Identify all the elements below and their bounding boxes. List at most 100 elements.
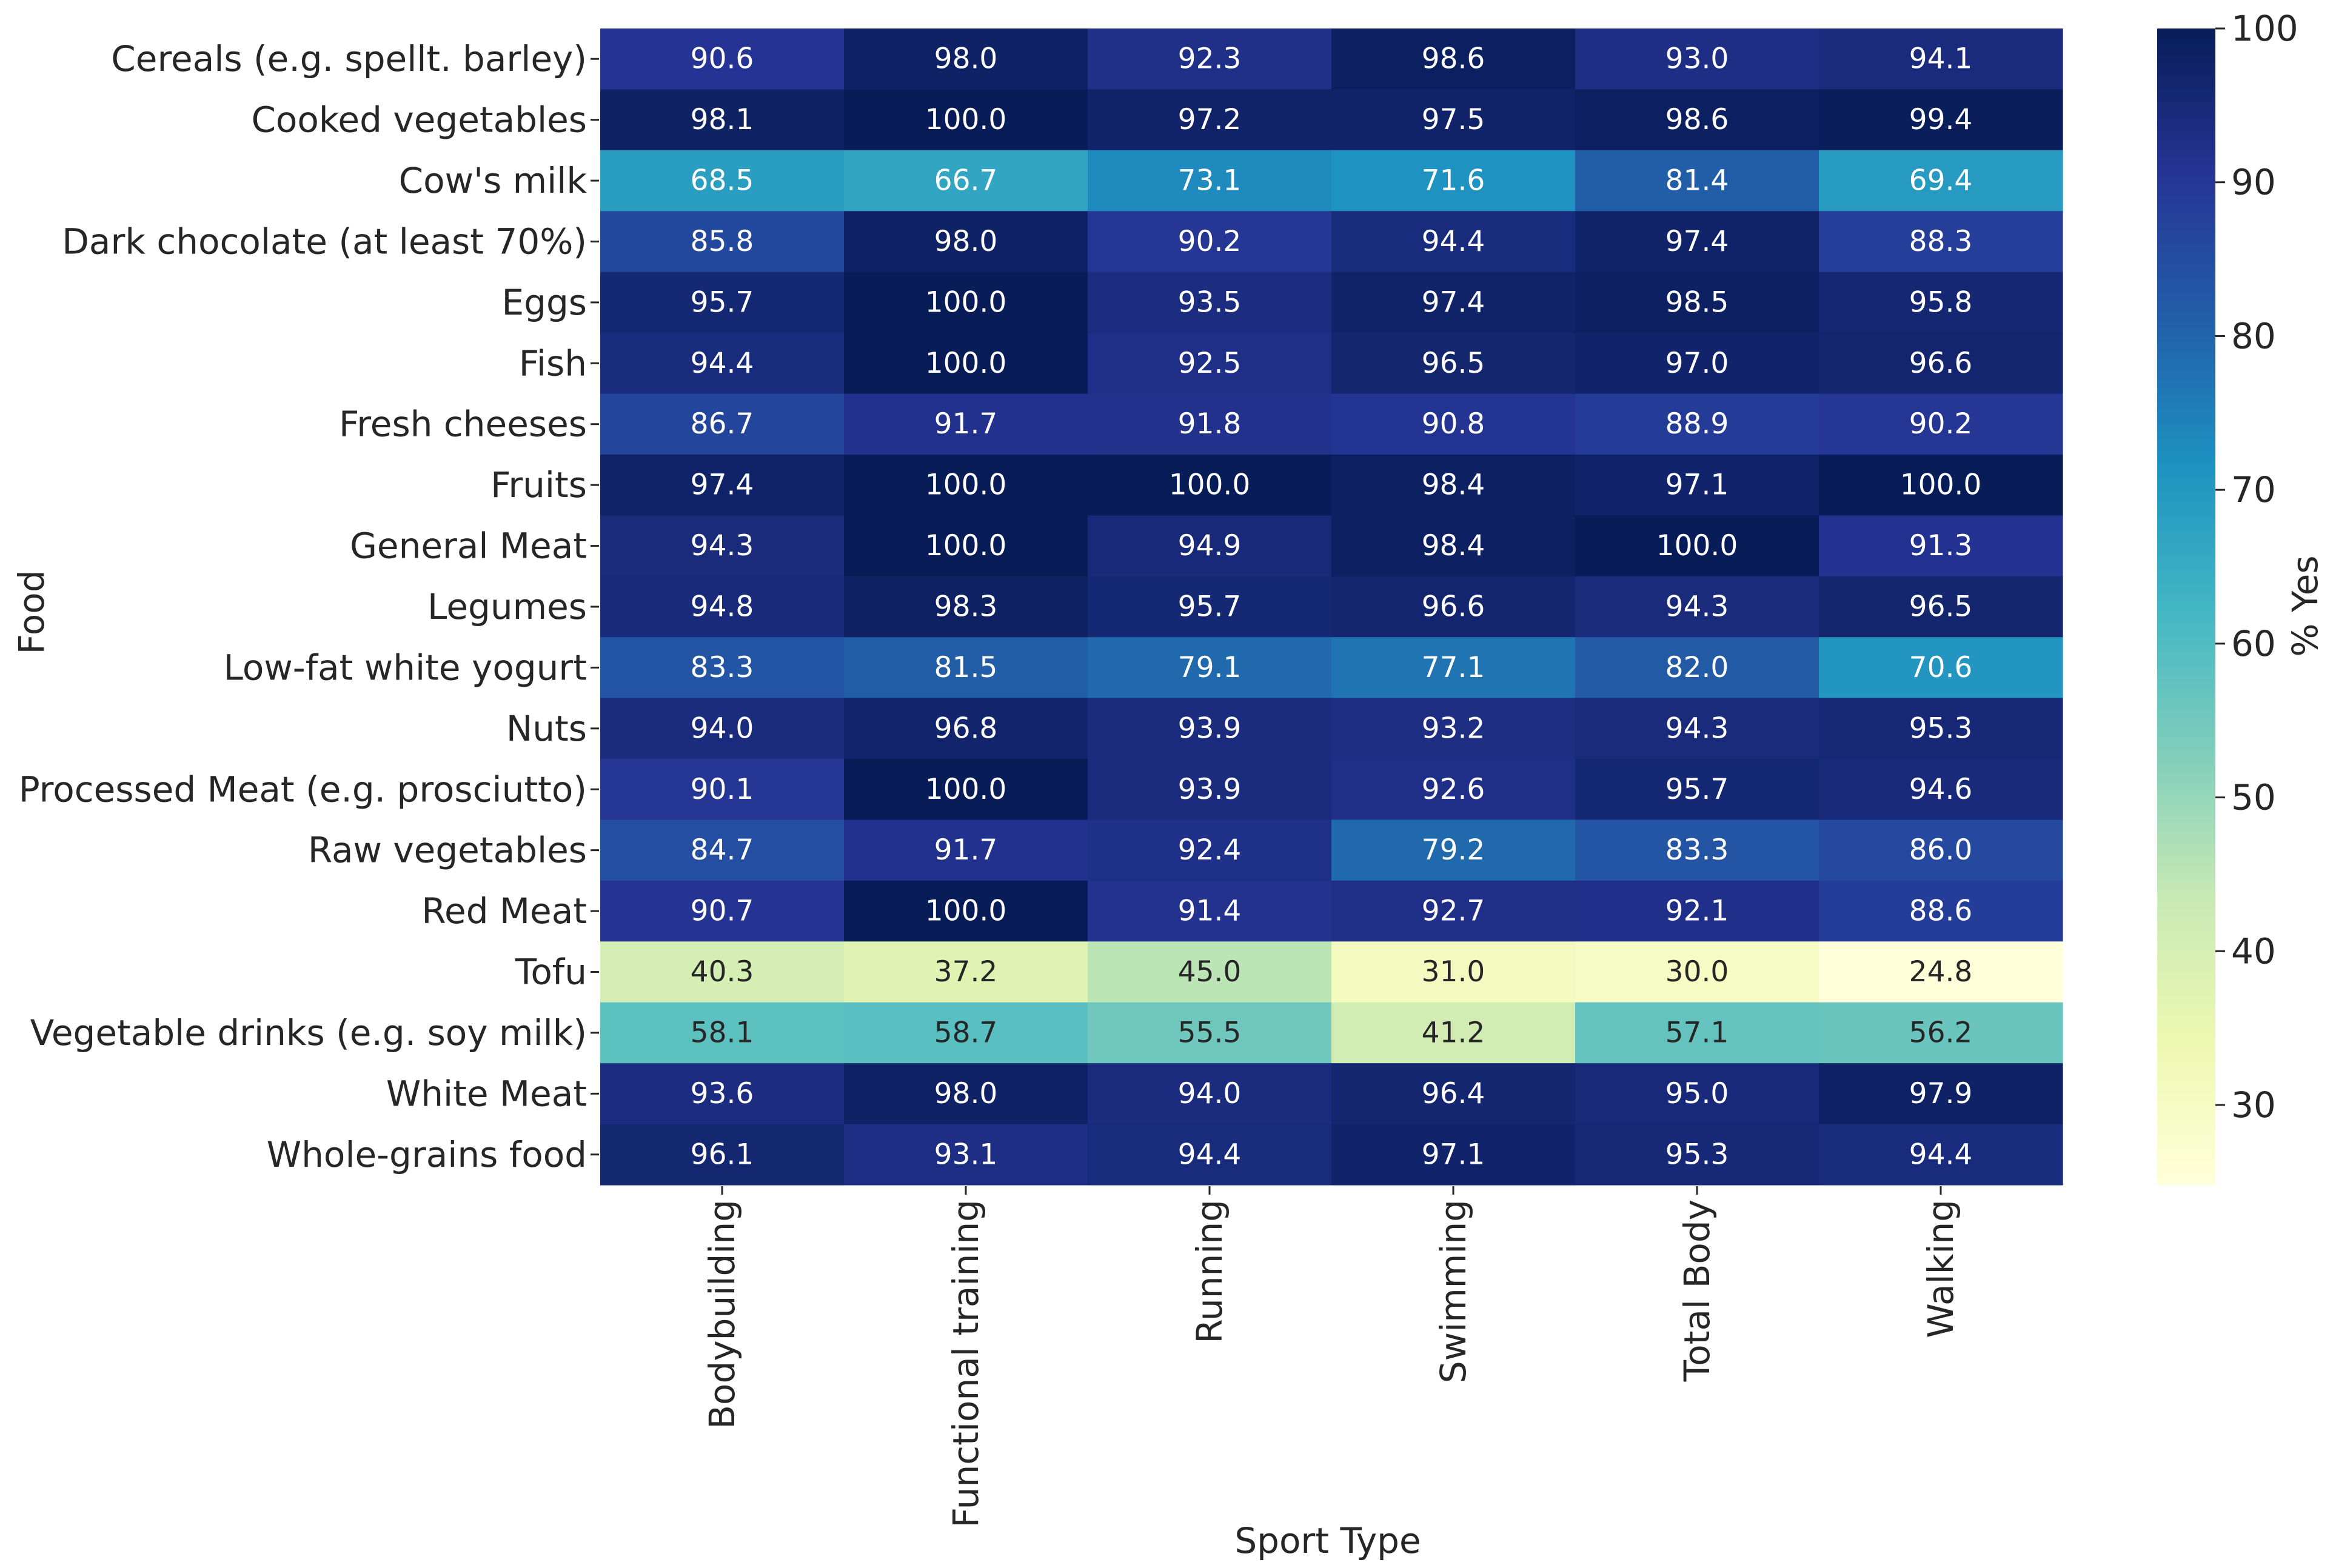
heatmap-cell <box>600 1124 845 1186</box>
heatmap-cell <box>1819 1002 2063 1064</box>
y-axis-tick-label: Cereals (e.g. spellt. barley) <box>111 38 587 79</box>
colorbar <box>2157 28 2215 1185</box>
heatmap-cell <box>1088 576 1332 638</box>
heatmap-cell-value: 93.1 <box>934 1138 998 1171</box>
heatmap-cell-value: 98.6 <box>1422 42 1485 76</box>
colorbar-ticks: 30 40 50 60 70 80 90 100 <box>2215 8 2298 1126</box>
heatmap-cell-value: 95.8 <box>1909 285 1973 319</box>
heatmap-cell <box>600 759 845 821</box>
heatmap-cell-value: 81.5 <box>934 651 998 684</box>
heatmap-cell <box>1088 880 1332 942</box>
heatmap-cell-value: 93.5 <box>1178 285 1242 319</box>
heatmap-cell-value: 96.1 <box>691 1138 754 1171</box>
heatmap-cell <box>1819 698 2063 759</box>
heatmap-cell <box>1575 272 1819 333</box>
heatmap-cell <box>844 28 1088 90</box>
heatmap-cell-value: 95.3 <box>1909 712 1973 745</box>
heatmap-cell-value: 100.0 <box>1169 469 1251 502</box>
colorbar-tick-label: 80 <box>2231 315 2276 356</box>
heatmap-cell <box>1575 1124 1819 1186</box>
heatmap-cell-value: 94.4 <box>1178 1138 1242 1171</box>
colorbar-tick-label: 100 <box>2231 8 2298 49</box>
heatmap-cell <box>844 880 1088 942</box>
heatmap-cell <box>600 454 845 516</box>
heatmap-cell <box>844 211 1088 273</box>
heatmap-cell <box>1575 698 1819 759</box>
heatmap-cell <box>844 333 1088 395</box>
heatmap-cell-value: 100.0 <box>925 103 1007 136</box>
heatmap-cell <box>1819 393 2063 455</box>
heatmap-cell-value: 68.5 <box>691 164 754 198</box>
x-axis-tick-labels: Bodybuilding Functional training Running Sw… <box>701 1186 1961 1527</box>
heatmap-cell-value: 97.2 <box>1178 103 1242 136</box>
heatmap-cell <box>1819 1124 2063 1186</box>
heatmap-cell-value: 86.0 <box>1909 833 1973 867</box>
heatmap-cell-value: 97.4 <box>1665 225 1729 258</box>
heatmap-cell-value: 97.4 <box>1422 285 1485 319</box>
heatmap-cell-value: 93.9 <box>1178 773 1242 806</box>
heatmap-cell-value: 90.8 <box>1422 407 1485 441</box>
heatmap-cell <box>1088 211 1332 273</box>
heatmap-cell-value: 98.5 <box>1665 285 1729 319</box>
heatmap-cell <box>1819 454 2063 516</box>
heatmap-cell <box>844 576 1088 638</box>
heatmap-cell <box>1088 150 1332 212</box>
heatmap-cell <box>1331 819 1576 881</box>
heatmap-cell <box>1331 1002 1576 1064</box>
heatmap-cell-value: 96.5 <box>1909 590 1973 624</box>
y-axis-tick-label: Cow's milk <box>399 160 587 201</box>
heatmap-cell <box>844 941 1088 1003</box>
heatmap-cell <box>600 89 845 151</box>
heatmap-cell-value: 97.5 <box>1422 103 1485 136</box>
heatmap-cell <box>1088 1002 1332 1064</box>
heatmap-cell-value: 92.4 <box>1178 833 1242 867</box>
heatmap-cell-value: 100.0 <box>1900 469 1982 502</box>
heatmap-cell-value: 95.7 <box>1665 773 1729 806</box>
heatmap-cell-value: 94.6 <box>1909 773 1973 806</box>
heatmap-cell <box>600 515 845 577</box>
heatmap-cell-value: 94.1 <box>1909 42 1973 76</box>
y-axis-tick-label: Fruits <box>490 464 587 505</box>
heatmap-cell-value: 94.3 <box>1665 590 1729 624</box>
heatmap-cell <box>1819 759 2063 821</box>
heatmap-cell-value: 91.7 <box>934 833 998 867</box>
heatmap-cell <box>1575 454 1819 516</box>
heatmap-cell-value: 31.0 <box>1422 955 1485 989</box>
heatmap-cells <box>600 28 2063 1186</box>
x-axis-tick-label: Running <box>1189 1199 1230 1344</box>
heatmap-cell <box>844 272 1088 333</box>
heatmap-cell-value: 96.8 <box>934 712 998 745</box>
heatmap-cell <box>1331 454 1576 516</box>
heatmap-cell-value: 95.3 <box>1665 1138 1729 1171</box>
y-axis-tick-label: Eggs <box>502 282 587 323</box>
heatmap-cell-value: 97.4 <box>691 469 754 502</box>
heatmap-cell <box>1575 393 1819 455</box>
heatmap-cell-value: 98.6 <box>1665 103 1729 136</box>
y-axis-tick-label: Dark chocolate (at least 70%) <box>62 221 587 262</box>
heatmap-cell <box>1088 28 1332 90</box>
heatmap-cell <box>1819 880 2063 942</box>
heatmap-cell-value: 37.2 <box>934 955 998 989</box>
heatmap-cell <box>1088 1063 1332 1125</box>
heatmap-cell-value: 82.0 <box>1665 651 1729 684</box>
heatmap-cell-value: 92.1 <box>1665 895 1729 928</box>
heatmap-cell <box>1819 272 2063 333</box>
heatmap-cell-value: 56.2 <box>1909 1016 1973 1049</box>
y-axis-tick-label: Processed Meat (e.g. prosciutto) <box>19 769 587 810</box>
heatmap-cell-value: 41.2 <box>1422 1016 1485 1049</box>
heatmap-cell <box>600 819 845 881</box>
heatmap-cell-value: 83.3 <box>1665 833 1729 867</box>
heatmap-cell <box>600 880 845 942</box>
heatmap-cell-value: 91.4 <box>1178 895 1242 928</box>
heatmap-cell <box>844 759 1088 821</box>
heatmap-cell-value: 97.9 <box>1909 1077 1973 1110</box>
heatmap-cell <box>1331 515 1576 577</box>
heatmap-cell <box>1575 880 1819 942</box>
colorbar-tick-label: 60 <box>2231 623 2276 664</box>
heatmap-cell <box>1331 576 1576 638</box>
y-axis-tick-label: Whole-grains food <box>267 1134 587 1175</box>
heatmap-cell-value: 98.1 <box>691 103 754 136</box>
colorbar-tick-label: 30 <box>2231 1084 2276 1126</box>
heatmap-cell <box>1331 211 1576 273</box>
heatmap-cell <box>1088 698 1332 759</box>
